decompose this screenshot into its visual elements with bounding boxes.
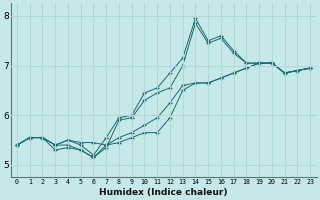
X-axis label: Humidex (Indice chaleur): Humidex (Indice chaleur) [99,188,228,197]
